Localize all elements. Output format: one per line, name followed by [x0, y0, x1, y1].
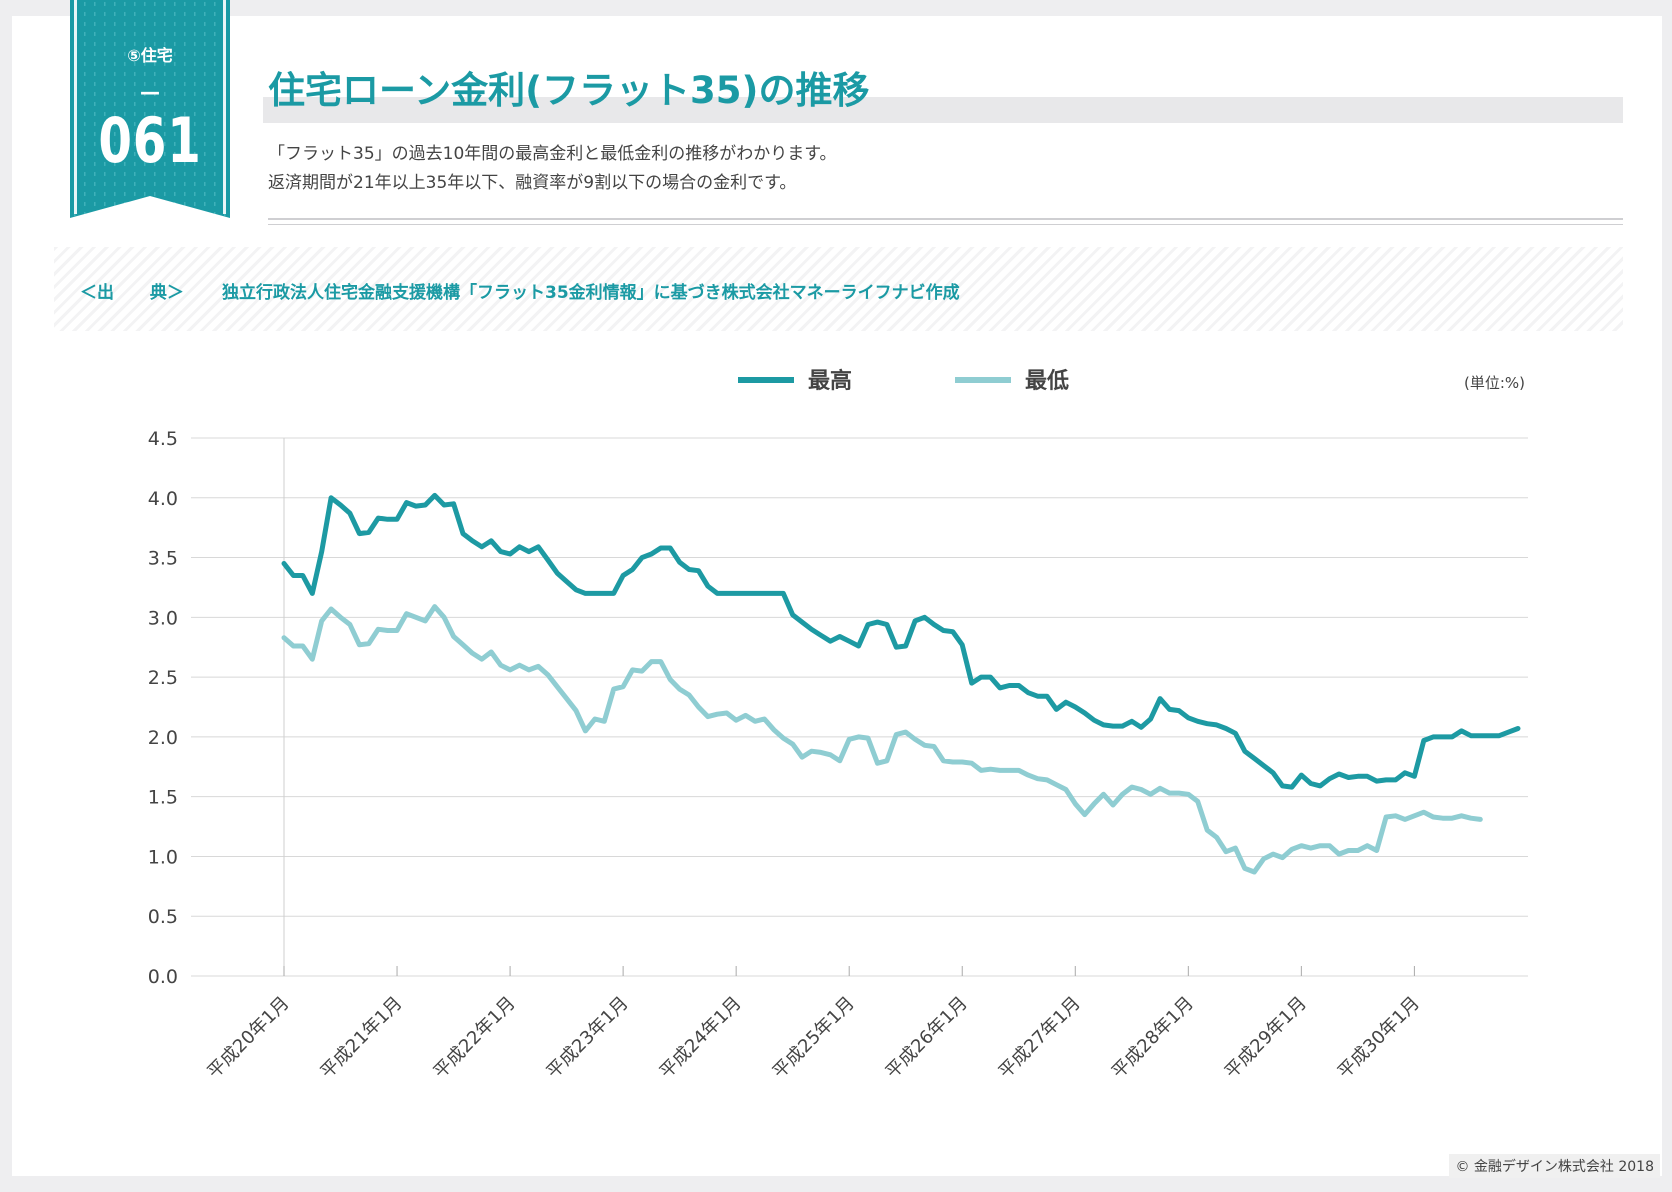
legend-label: 最低	[1025, 369, 1069, 394]
legend-label: 最高	[808, 368, 852, 394]
source-label: ＜出 典＞	[80, 283, 184, 303]
unit-label: (単位:%)	[1464, 374, 1525, 392]
copyright: © 金融デザイン株式会社 2018	[1449, 1154, 1660, 1178]
page-background	[12, 16, 1662, 1176]
x-tick-label: 平成29年1月	[1221, 993, 1311, 1083]
category-ribbon: ⑤住宅 — 061	[70, 0, 230, 220]
ribbon-shape	[70, 0, 230, 218]
y-tick-label: 3.5	[148, 548, 178, 570]
x-tick-label: 平成20年1月	[203, 993, 293, 1083]
x-tick-label: 平成25年1月	[769, 993, 859, 1083]
x-tick-label: 平成26年1月	[882, 993, 972, 1083]
category-label: ⑤住宅	[127, 46, 173, 65]
y-tick-label: 4.0	[148, 488, 178, 510]
description-line-2: 返済期間が21年以上35年以下、融資率が9割以下の場合の金利です。	[268, 173, 797, 193]
description-line-1: 「フラット35」の過去10年間の最高金利と最低金利の推移がわかります。	[268, 144, 837, 164]
y-tick-label: 1.5	[148, 787, 178, 809]
description: 「フラット35」の過去10年間の最高金利と最低金利の推移がわかります。 返済期間…	[268, 140, 837, 198]
divider-thin	[268, 224, 1623, 225]
y-tick-label: 4.5	[148, 428, 178, 450]
page-number: 061	[98, 104, 202, 177]
y-tick-label: 1.0	[148, 846, 178, 868]
y-tick-label: 0.5	[148, 906, 178, 928]
x-tick-label: 平成23年1月	[543, 993, 633, 1083]
page-title: 住宅ローン金利(フラット35)の推移	[268, 69, 870, 112]
x-tick-label: 平成21年1月	[317, 993, 407, 1083]
x-tick-label: 平成28年1月	[1108, 993, 1198, 1083]
y-tick-label: 2.0	[148, 727, 178, 749]
series-line-max	[281, 492, 1521, 790]
x-tick-label: 平成24年1月	[656, 993, 746, 1083]
title-underline-bar	[263, 97, 1623, 123]
source-text: 独立行政法人住宅金融支援機構「フラット35金利情報」に基づき株式会社マネーライフ…	[222, 283, 960, 303]
source-band	[54, 247, 1623, 331]
category-dash: —	[140, 80, 160, 104]
y-tick-label: 2.5	[148, 667, 178, 689]
y-tick-label: 0.0	[148, 966, 178, 988]
x-tick-label: 平成27年1月	[995, 993, 1085, 1083]
series-line-min	[281, 604, 1483, 875]
divider	[268, 218, 1623, 220]
x-tick-label: 平成30年1月	[1334, 993, 1424, 1083]
x-tick-label: 平成22年1月	[430, 993, 520, 1083]
y-tick-label: 3.0	[148, 607, 178, 629]
